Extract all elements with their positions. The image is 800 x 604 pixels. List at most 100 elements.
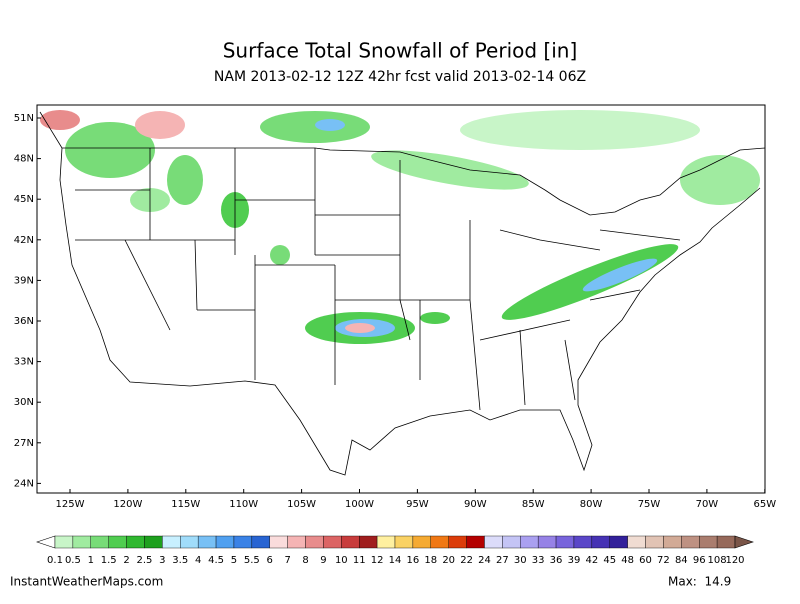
colorbar-swatch: [197, 535, 217, 549]
snow-area: [315, 119, 345, 131]
lat-label: 48N: [14, 154, 34, 165]
colorbar-label: 11: [353, 555, 366, 566]
lat-label: 30N: [14, 397, 34, 408]
colorbar-swatch: [126, 535, 145, 549]
lat-label: 42N: [14, 235, 34, 246]
colorbar-label: 36: [550, 555, 563, 566]
colorbar-label: 72: [657, 555, 670, 566]
colorbar-label: 1.5: [101, 555, 117, 566]
lon-label: 120W: [113, 499, 142, 510]
colorbar-label: 45: [603, 555, 616, 566]
colorbar-swatch: [591, 535, 610, 549]
colorbar-label: 10: [335, 555, 348, 566]
colorbar-swatch: [573, 535, 593, 549]
colorbar-label: 4.5: [208, 555, 224, 566]
colorbar-label: 30: [514, 555, 527, 566]
border-outline: [62, 147, 766, 216]
snow-area: [460, 110, 700, 150]
colorbar-label: 12: [371, 555, 384, 566]
colorbar-swatch: [323, 535, 342, 549]
colorbar-swatch: [359, 535, 378, 549]
colorbar-swatch: [162, 535, 181, 549]
country-outline: [39, 111, 761, 476]
colorbar-label: 6: [267, 555, 273, 566]
colorbar-swatch: [520, 535, 539, 549]
lat-label: 24N: [14, 478, 34, 489]
colorbar-swatch: [502, 535, 521, 549]
colorbar-label: 48: [621, 555, 634, 566]
colorbar-swatch: [466, 535, 485, 549]
colorbar-label: 24: [478, 555, 491, 566]
colorbar-label: 14: [389, 555, 402, 566]
colorbar-label: 120: [725, 555, 744, 566]
lat-label: 33N: [14, 357, 34, 368]
colorbar-swatch: [305, 535, 324, 549]
colorbar-label: 8: [302, 555, 308, 566]
colorbar-label: 20: [442, 555, 455, 566]
colorbar-swatch: [180, 535, 199, 549]
lon-label: 90W: [464, 499, 487, 510]
colorbar-swatch: [394, 535, 414, 549]
colorbar-label: 33: [532, 555, 545, 566]
colorbar-swatch: [663, 535, 682, 549]
snow-area: [167, 155, 203, 205]
colorbar-low-arrow: [36, 535, 56, 549]
lat-label: 51N: [14, 113, 34, 124]
snow-area: [270, 245, 290, 265]
colorbar-swatch: [287, 535, 306, 549]
lon-label: 70W: [696, 499, 719, 510]
lon-label: 75W: [638, 499, 661, 510]
colorbar-swatch: [412, 535, 431, 549]
lat-label: 45N: [14, 194, 34, 205]
lat-label: 36N: [14, 316, 34, 327]
colorbar-high-arrow: [734, 535, 754, 549]
state-lines: [75, 148, 681, 411]
colorbar-swatch: [430, 535, 449, 549]
footer-max: Max: 14.9: [668, 575, 731, 589]
lon-label: 125W: [56, 499, 85, 510]
colorbar-swatch: [144, 535, 163, 549]
colorbar-swatch: [233, 535, 253, 549]
colorbar-swatch: [90, 535, 109, 549]
colorbar-label: 39: [568, 555, 581, 566]
snow-area: [135, 111, 185, 139]
colorbar-swatch: [699, 535, 718, 549]
colorbar-label: 7: [284, 555, 290, 566]
colorbar-swatch: [54, 535, 74, 549]
colorbar-label: 0.5: [65, 555, 81, 566]
lat-label: 27N: [14, 438, 34, 449]
colorbar-label: 42: [585, 555, 598, 566]
lon-label: 100W: [345, 499, 374, 510]
colorbar-label: 4: [195, 555, 201, 566]
colorbar-label: 27: [496, 555, 509, 566]
colorbar-swatch: [376, 535, 396, 549]
snow-area: [420, 312, 450, 324]
lon-label: 65W: [753, 499, 776, 510]
colorbar-label: 3.5: [172, 555, 188, 566]
colorbar-label: 2: [123, 555, 129, 566]
snow-area: [582, 258, 658, 292]
colorbar-label: 5: [231, 555, 237, 566]
colorbar-swatch: [269, 535, 288, 549]
lon-label: 115W: [171, 499, 200, 510]
lon-label: 95W: [406, 499, 429, 510]
colorbar-swatch: [681, 535, 700, 549]
colorbar-label: 18: [424, 555, 437, 566]
colorbar-label: 9: [320, 555, 326, 566]
lon-label: 105W: [287, 499, 316, 510]
colorbar-label: 96: [693, 555, 706, 566]
map-area: [36, 104, 766, 494]
snow-area: [345, 323, 375, 333]
colorbar-label: 84: [675, 555, 688, 566]
lon-label: 110W: [229, 499, 258, 510]
snow-area: [65, 122, 155, 178]
colorbar-swatch: [484, 535, 503, 549]
footer-source: InstantWeatherMaps.com: [10, 575, 163, 589]
lon-label: 80W: [580, 499, 603, 510]
colorbar-label: 108: [708, 555, 727, 566]
colorbar-label: 3: [159, 555, 165, 566]
colorbar-swatch: [448, 535, 467, 549]
colorbar-swatch: [108, 535, 127, 549]
